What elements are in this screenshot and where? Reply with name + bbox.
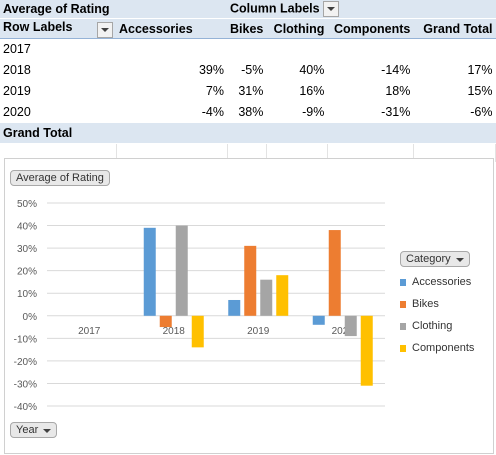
column-header-clothing[interactable]: Clothing [266,19,327,39]
bar [244,246,256,316]
legend-label: Bikes [412,298,439,310]
cell[interactable] [227,39,266,60]
cell[interactable] [413,39,495,60]
legend-label: Clothing [412,320,452,332]
y-tick-label: -30% [14,379,37,390]
column-header-accessories[interactable]: Accessories [116,19,227,39]
cell[interactable]: 15% [413,81,495,102]
cell[interactable] [266,39,327,60]
axis-field-button[interactable]: Year [10,422,57,438]
cell[interactable]: 7% [116,81,227,102]
cell[interactable]: -14% [327,60,413,81]
cell[interactable]: -9% [266,102,327,123]
cell[interactable]: -4% [116,102,227,123]
table-row: 2017 [0,39,496,60]
y-tick-label: -10% [14,334,37,345]
legend-swatch [400,323,406,330]
value-field-header[interactable]: Average of Rating [0,0,227,19]
bar [345,316,357,336]
cell[interactable]: 40% [266,60,327,81]
cell[interactable] [116,123,227,144]
legend-label: Components [412,342,474,354]
legend-field-label: Category [406,253,451,265]
bar [313,316,325,325]
cell[interactable]: -31% [327,102,413,123]
row-labels-text: Row Labels [3,20,72,34]
legend-item[interactable]: Bikes [400,293,474,315]
cell[interactable]: 38% [227,102,266,123]
row-label[interactable]: 2019 [0,81,116,102]
table-row: 2019 7% 31% 16% 18% 15% [0,81,496,102]
legend-swatch [400,301,406,308]
row-filter-dropdown-icon[interactable] [97,22,113,38]
column-header-grand-total[interactable]: Grand Total [413,19,495,39]
legend-item[interactable]: Components [400,337,474,359]
y-tick-label: 30% [17,244,37,255]
cell[interactable]: 17% [413,60,495,81]
axis-field-label: Year [16,424,38,436]
cell[interactable]: 18% [327,81,413,102]
y-tick-label: 40% [17,222,37,233]
column-filter-dropdown-icon[interactable] [323,1,339,17]
legend-swatch [400,345,406,352]
column-labels-text: Column Labels [230,1,320,15]
bar [329,230,341,316]
y-tick-label: 10% [17,289,37,300]
row-label[interactable]: 2017 [0,39,116,60]
cell[interactable]: 16% [266,81,327,102]
chevron-down-icon [456,258,464,262]
column-header-bikes[interactable]: Bikes [227,19,266,39]
bar [260,280,272,316]
x-tick-label: 2017 [78,326,101,337]
cell[interactable] [227,123,266,144]
x-tick-label: 2018 [163,326,186,337]
pivot-chart[interactable]: Average of Rating 50% 40% 30% 20% 10% 0% -10% -… [4,158,494,454]
legend-item[interactable]: Clothing [400,315,474,337]
legend-item[interactable]: Accessories [400,271,474,293]
cell[interactable] [266,123,327,144]
y-tick-label: 0% [23,312,38,323]
grand-total-label[interactable]: Grand Total [0,123,116,144]
cell[interactable]: 31% [227,81,266,102]
pivot-table: Average of Rating Column Labels Row Labe… [0,0,496,163]
cell[interactable] [413,123,495,144]
cell[interactable]: 39% [116,60,227,81]
cell[interactable] [327,39,413,60]
x-tick-label: 2019 [247,326,270,337]
bar [228,300,240,316]
y-tick-label: -40% [14,402,37,413]
legend-field-button[interactable]: Category [400,251,470,267]
column-labels-header[interactable]: Column Labels [227,0,496,19]
bar [192,316,204,348]
bar [276,275,288,316]
legend: Accessories Bikes Clothing Components [400,271,474,359]
grand-total-row: Grand Total [0,123,496,144]
legend-swatch [400,279,406,286]
bar [144,228,156,316]
cell[interactable] [116,39,227,60]
row-labels-header[interactable]: Row Labels [0,19,116,39]
cell[interactable] [327,123,413,144]
y-tick-label: 20% [17,267,37,278]
y-tick-label: 50% [17,199,37,210]
legend-label: Accessories [412,276,471,288]
cell[interactable]: -6% [413,102,495,123]
table-row: 2020 -4% 38% -9% -31% -6% [0,102,496,123]
cell[interactable]: -5% [227,60,266,81]
table-row: 2018 39% -5% 40% -14% 17% [0,60,496,81]
bar [361,316,373,386]
chevron-down-icon [43,429,51,433]
row-label[interactable]: 2018 [0,60,116,81]
row-label[interactable]: 2020 [0,102,116,123]
bar [160,316,172,327]
y-tick-label: -20% [14,357,37,368]
column-header-components[interactable]: Components [327,19,413,39]
bar [176,226,188,316]
